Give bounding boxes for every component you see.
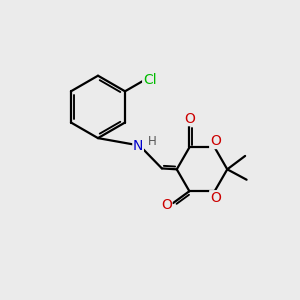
Text: H: H xyxy=(148,136,157,148)
Text: O: O xyxy=(210,191,221,205)
Text: O: O xyxy=(184,112,195,126)
Text: Cl: Cl xyxy=(143,73,156,87)
Text: N: N xyxy=(133,139,143,152)
Text: O: O xyxy=(210,134,221,148)
Text: O: O xyxy=(161,198,172,212)
